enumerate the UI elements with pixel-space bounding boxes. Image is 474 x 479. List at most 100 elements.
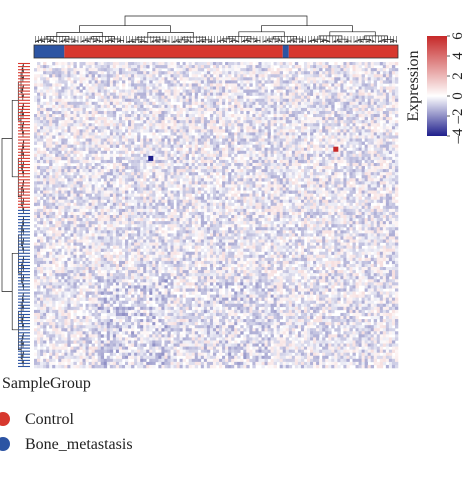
heatmap-cell [304, 166, 307, 169]
heatmap-cell [131, 151, 134, 154]
heatmap-cell [331, 68, 334, 71]
heatmap-cell [340, 83, 343, 86]
heatmap-cell [292, 135, 295, 138]
heatmap-cell [343, 123, 346, 126]
heatmap-cell [64, 191, 67, 194]
heatmap-cell [258, 157, 261, 160]
heatmap-cell [222, 120, 225, 123]
heatmap-cell [349, 187, 352, 190]
heatmap-cell [61, 148, 64, 151]
column-annotation-segment [283, 45, 289, 58]
heatmap-cell [183, 163, 186, 166]
heatmap-cell [392, 71, 395, 74]
heatmap-cell [316, 102, 319, 105]
heatmap-cell [122, 77, 125, 80]
heatmap-cell [313, 178, 316, 181]
heatmap-cell [198, 102, 201, 105]
heatmap-cell [152, 197, 155, 200]
heatmap-cell [192, 90, 195, 93]
heatmap-cell [49, 142, 52, 145]
heatmap-cell [289, 102, 292, 105]
heatmap-cell [76, 105, 79, 108]
heatmap-cell [295, 105, 298, 108]
heatmap-cell [67, 123, 70, 126]
heatmap-cell [131, 142, 134, 145]
heatmap-cell [198, 71, 201, 74]
heatmap-cell [286, 160, 289, 163]
heatmap-cell [189, 126, 192, 129]
heatmap-cell [113, 83, 116, 86]
heatmap-cell [365, 114, 368, 117]
heatmap-cell [222, 154, 225, 157]
heatmap-cell [207, 181, 210, 184]
heatmap-cell [137, 68, 140, 71]
heatmap-cell [365, 151, 368, 154]
dendrogram-branch [163, 42, 166, 43]
heatmap-cell [201, 114, 204, 117]
heatmap-cell [356, 148, 359, 151]
heatmap-cell [343, 120, 346, 123]
heatmap-cell [255, 181, 258, 184]
heatmap-cell [346, 129, 349, 132]
heatmap-cell [34, 139, 37, 142]
heatmap-cell [92, 74, 95, 77]
heatmap-cell [98, 102, 101, 105]
heatmap-cell [343, 157, 346, 160]
heatmap-cell [349, 117, 352, 120]
heatmap-cell [371, 74, 374, 77]
heatmap-cell [328, 120, 331, 123]
heatmap-cell [171, 132, 174, 135]
heatmap-cell [237, 175, 240, 178]
heatmap-cell [219, 142, 222, 145]
heatmap-cell [365, 123, 368, 126]
heatmap-cell [49, 99, 52, 102]
heatmap-cell [92, 114, 95, 117]
heatmap-cell [377, 142, 380, 145]
heatmap-cell [377, 105, 380, 108]
dendrogram-branch [125, 16, 307, 26]
heatmap-cell [265, 108, 268, 111]
heatmap-cell [331, 160, 334, 163]
heatmap-cell [92, 148, 95, 151]
heatmap-cell [334, 120, 337, 123]
heatmap-cell [92, 145, 95, 148]
heatmap-cell [76, 181, 79, 184]
heatmap-cell [265, 148, 268, 151]
heatmap-cell [183, 102, 186, 105]
heatmap-cell [325, 123, 328, 126]
heatmap-cell [353, 65, 356, 68]
heatmap-cell [386, 74, 389, 77]
heatmap-cell [55, 154, 58, 157]
heatmap-cell [76, 86, 79, 89]
heatmap-cell [222, 80, 225, 83]
heatmap-cell [58, 172, 61, 175]
heatmap-cell [307, 123, 310, 126]
heatmap-cell [101, 120, 104, 123]
heatmap-cell [70, 123, 73, 126]
heatmap-cell [76, 142, 79, 145]
heatmap-cell [371, 120, 374, 123]
heatmap-cell [80, 62, 83, 65]
heatmap-cell [298, 77, 301, 80]
heatmap-cell [186, 65, 189, 68]
heatmap-cell [40, 184, 43, 187]
heatmap-cell [186, 105, 189, 108]
dendrogram-branch [92, 37, 115, 39]
heatmap-cell [380, 77, 383, 80]
heatmap-cell [377, 129, 380, 132]
heatmap-cell [313, 111, 316, 114]
heatmap-cell [76, 194, 79, 197]
heatmap-cell [164, 93, 167, 96]
heatmap-cell [219, 86, 222, 89]
heatmap-cell [365, 184, 368, 187]
heatmap-cell [198, 129, 201, 132]
heatmap-cell [298, 80, 301, 83]
heatmap-cell [243, 102, 246, 105]
heatmap-cell [331, 126, 334, 129]
heatmap-cell [204, 135, 207, 138]
heatmap-cell [222, 151, 225, 154]
heatmap-cell [228, 117, 231, 120]
heatmap-cell [86, 129, 89, 132]
heatmap-cell [192, 123, 195, 126]
heatmap-cell [274, 160, 277, 163]
